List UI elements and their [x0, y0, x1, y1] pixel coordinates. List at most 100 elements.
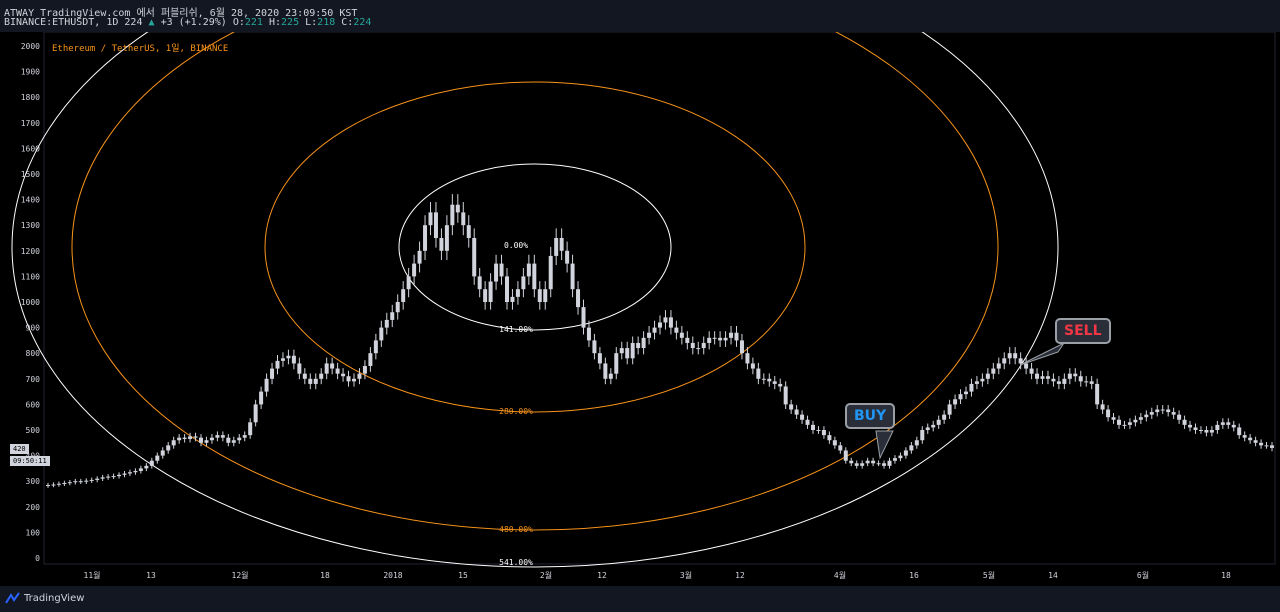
- up-arrow-icon: ▲: [148, 17, 155, 28]
- candle-body: [461, 212, 466, 226]
- x-tick-label: 13: [146, 571, 156, 580]
- x-tick-label: 14: [1048, 571, 1058, 580]
- candle-body: [346, 376, 351, 382]
- candle-body: [89, 479, 94, 481]
- candle-body: [586, 327, 591, 341]
- candle-body: [1056, 381, 1061, 384]
- candle-body: [1095, 383, 1100, 405]
- candle-body: [767, 378, 772, 382]
- y-tick-label: 1100: [21, 272, 40, 281]
- footer-brand[interactable]: TradingView: [24, 593, 85, 604]
- candle-body: [1264, 445, 1269, 447]
- candle-body: [1127, 422, 1132, 425]
- candle-body: [903, 450, 908, 456]
- candle-body: [455, 204, 460, 213]
- candle-body: [483, 289, 488, 302]
- candle-body: [1209, 430, 1214, 433]
- candle-body: [980, 378, 985, 382]
- y-tick-label: 1500: [21, 170, 40, 179]
- fib-level-label: 480.00%: [499, 525, 533, 534]
- candle-body: [253, 404, 258, 423]
- candle-body: [690, 342, 695, 349]
- price-chart[interactable]: 2000190018001700160015001400130012001100…: [0, 32, 1280, 586]
- candle-body: [357, 373, 362, 379]
- candle-body: [658, 322, 662, 328]
- candle-body: [1242, 435, 1247, 438]
- candle-body: [1035, 373, 1040, 379]
- candle-body: [947, 404, 952, 415]
- candle-body: [499, 263, 504, 277]
- x-tick-label: 4월: [834, 570, 846, 580]
- x-tick-label: 12: [735, 571, 745, 580]
- candle-body: [701, 342, 706, 349]
- candle-body: [477, 276, 482, 290]
- candle-body: [778, 383, 783, 387]
- candle-body: [390, 312, 395, 320]
- x-tick-label: 3월: [680, 570, 692, 580]
- x-tick-label: 15: [458, 571, 468, 580]
- change-text: +3 (+1.29%): [160, 17, 227, 28]
- fib-ring-1: [264, 81, 806, 413]
- low-key: L:: [305, 17, 318, 28]
- candle-body: [581, 307, 586, 328]
- candle-body: [515, 289, 520, 297]
- symbol-text[interactable]: BINANCE:ETHUSDT, 1D 224: [4, 17, 143, 28]
- candle-body: [78, 481, 83, 483]
- candle-body: [1013, 353, 1018, 359]
- candle-body: [412, 263, 417, 277]
- candle-body: [286, 355, 291, 359]
- candle-body: [160, 450, 165, 456]
- candle-body: [1177, 414, 1182, 420]
- candle-body: [237, 437, 242, 441]
- y-tick-label: 300: [26, 477, 41, 486]
- candle-body: [641, 337, 646, 349]
- candle-body: [149, 460, 154, 466]
- candle-body: [668, 317, 673, 328]
- footer: TradingView: [0, 586, 1280, 612]
- candle-body: [291, 355, 296, 364]
- buy-marker: BUY: [845, 403, 896, 429]
- candle-body: [144, 465, 149, 469]
- candle-body: [942, 414, 947, 420]
- candle-body: [1259, 442, 1264, 446]
- time-tag: 09:50:11: [10, 456, 50, 466]
- y-tick-label: 1300: [21, 221, 40, 230]
- candle-body: [745, 353, 750, 364]
- open-key: O:: [232, 17, 245, 28]
- candle-body: [280, 358, 285, 361]
- close-value: 224: [353, 17, 372, 28]
- candle-body: [1193, 427, 1198, 430]
- candle-body: [521, 276, 526, 290]
- candle-body: [1160, 409, 1165, 411]
- candle-body: [226, 437, 231, 443]
- candle-body: [1237, 427, 1242, 436]
- y-tick-label: 2000: [21, 42, 40, 51]
- candle-body: [816, 430, 821, 431]
- candle-body: [1270, 445, 1274, 448]
- y-tick-label: 200: [26, 503, 41, 512]
- candle-body: [832, 440, 837, 446]
- candle-body: [964, 391, 968, 395]
- candle-body: [1155, 409, 1160, 413]
- candle-body: [51, 484, 56, 486]
- candle-body: [925, 427, 930, 430]
- candle-body: [1144, 414, 1149, 418]
- candle-body: [362, 366, 367, 374]
- candle-body: [1133, 419, 1138, 423]
- candle-body: [1029, 368, 1034, 374]
- candle-body: [548, 255, 553, 290]
- candle-body: [570, 263, 575, 290]
- candle-body: [860, 463, 865, 466]
- y-tick-label: 900: [26, 324, 41, 333]
- candle-body: [1253, 440, 1258, 443]
- candle-body: [920, 430, 925, 441]
- y-tick-label: 1200: [21, 247, 40, 256]
- tradingview-logo-icon: [5, 592, 20, 604]
- candle-body: [56, 483, 61, 485]
- candle-body: [302, 373, 307, 379]
- candle-body: [1171, 412, 1176, 415]
- low-value: 218: [317, 17, 336, 28]
- candle-body: [537, 289, 542, 302]
- candle-body: [182, 437, 187, 439]
- candle-body: [111, 476, 116, 478]
